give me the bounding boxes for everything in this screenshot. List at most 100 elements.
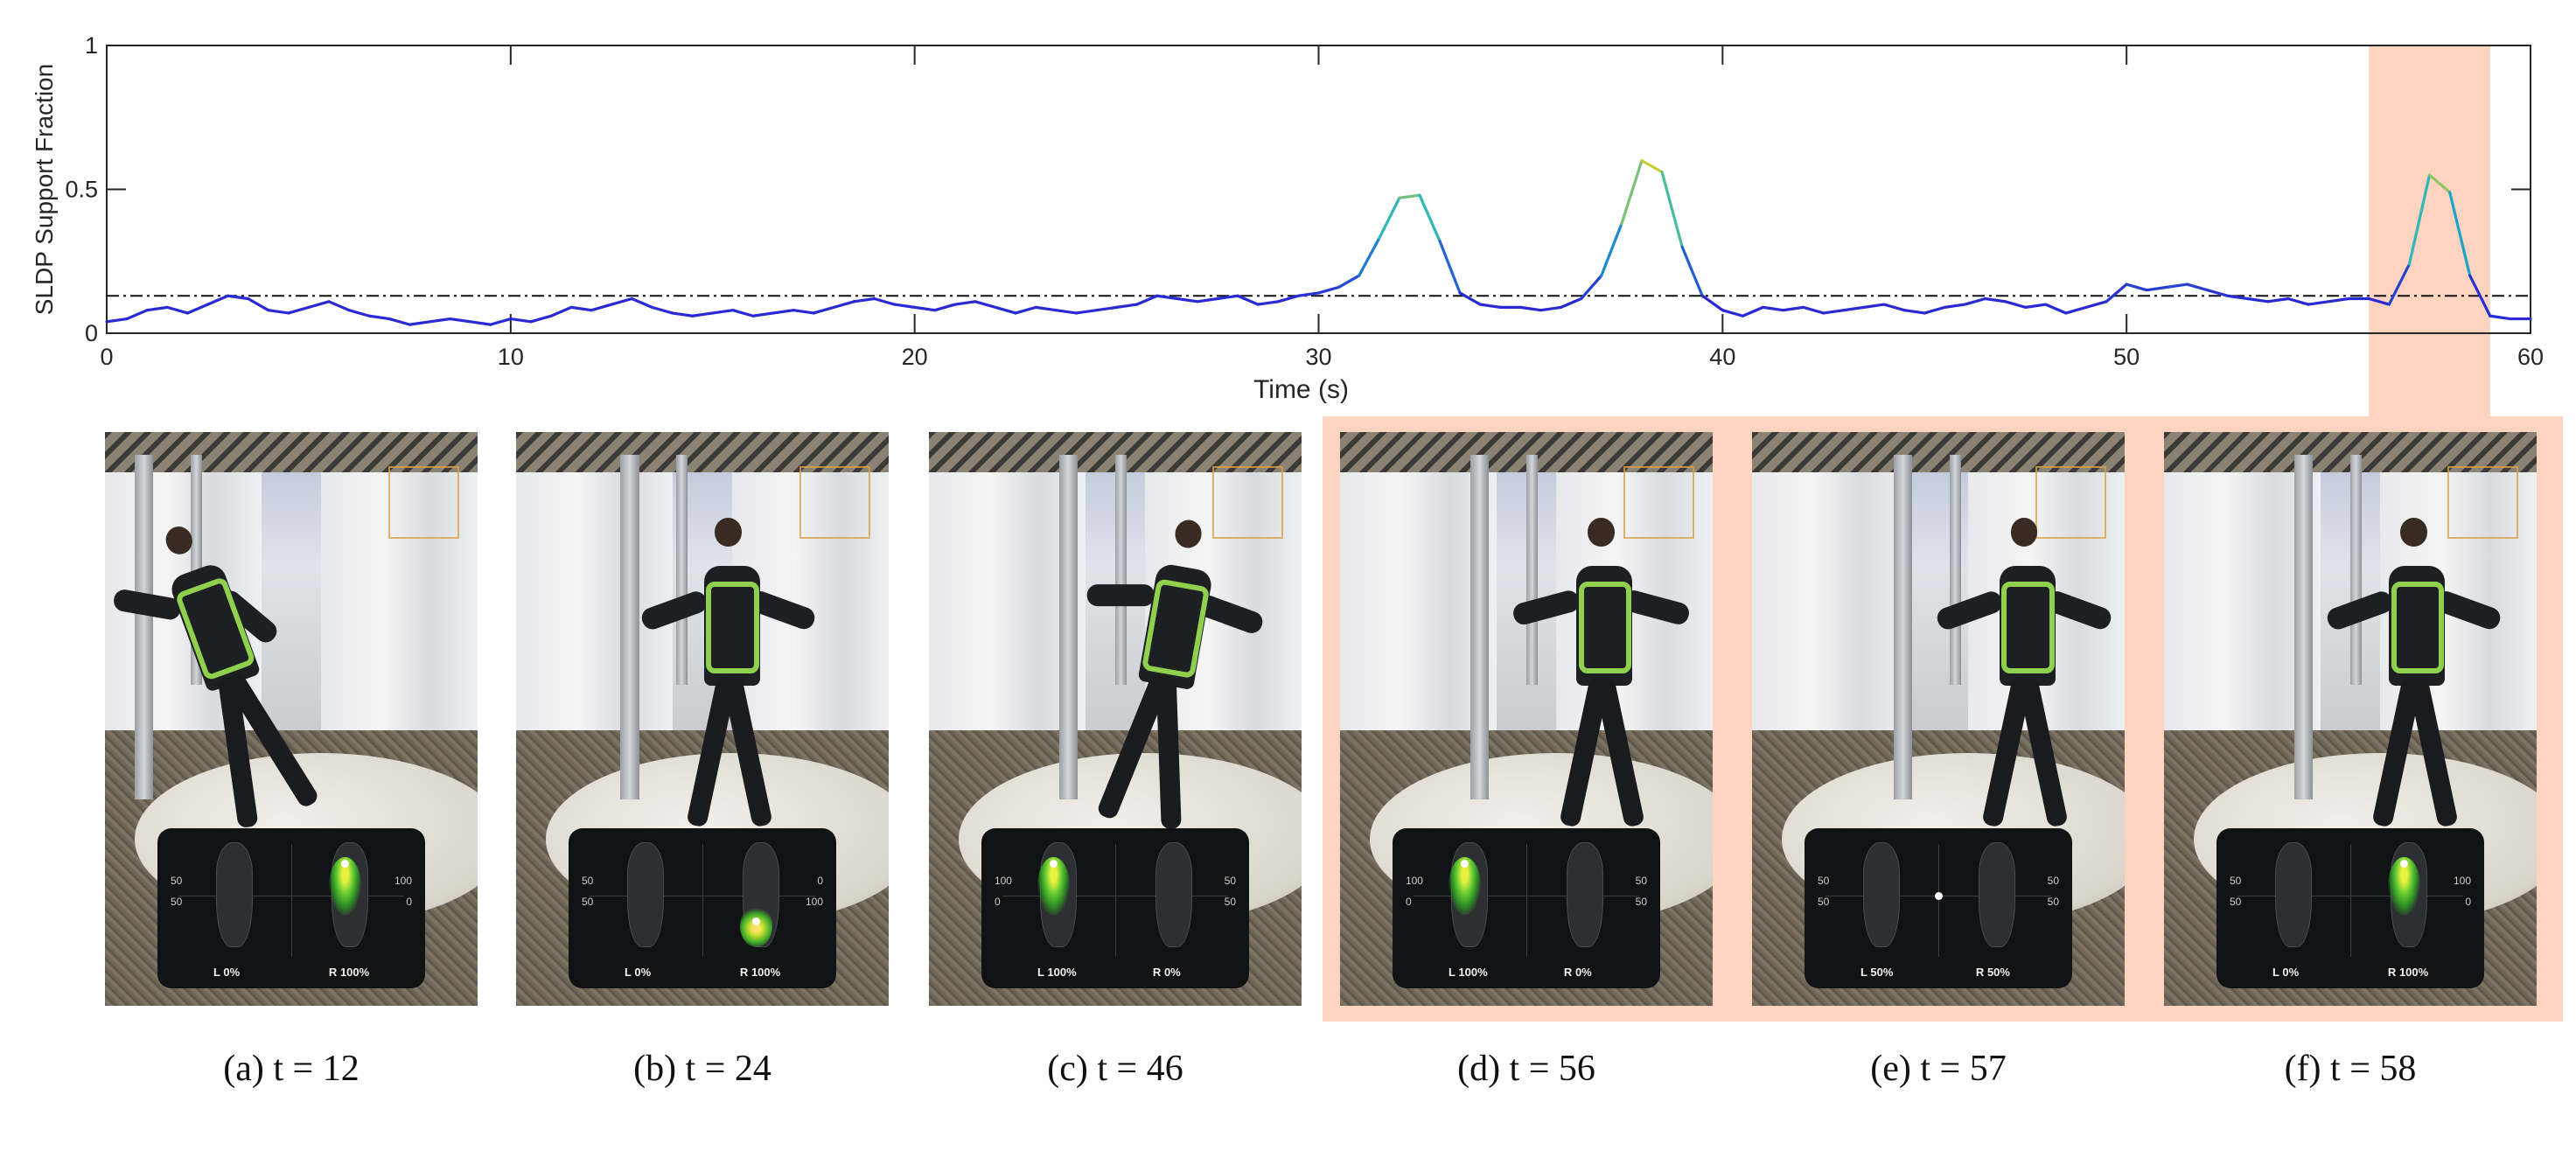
left-bottom-value: 50 bbox=[581, 895, 594, 908]
right-support-percent: R 0% bbox=[1564, 966, 1592, 979]
panel-caption: (c) t = 46 bbox=[1047, 1049, 1183, 1089]
support-frame bbox=[135, 455, 154, 799]
curtain bbox=[516, 466, 673, 731]
left-support-percent: L 0% bbox=[625, 966, 651, 979]
left-top-value: 50 bbox=[1817, 874, 1830, 887]
series-segment bbox=[913, 305, 937, 312]
left-percent-value: 0% bbox=[223, 966, 241, 980]
inset-crosshair bbox=[2349, 843, 2351, 957]
right-foot-label: R bbox=[328, 966, 338, 980]
left-bottom-value: 0 bbox=[1405, 895, 1412, 908]
support-frame bbox=[2294, 455, 2314, 799]
series-segment bbox=[206, 294, 230, 306]
series-segment bbox=[1700, 294, 1724, 312]
harness bbox=[174, 576, 256, 682]
pressure-inset: 50 50 100 0 L 0% R 100% bbox=[2216, 827, 2485, 989]
center-of-pressure-dot bbox=[1934, 891, 1943, 900]
pressure-inset: 50 50 100 0 L 0% R 100% bbox=[157, 827, 426, 989]
right-foot-label: R bbox=[1563, 966, 1573, 980]
series-segment bbox=[1316, 285, 1341, 295]
series-segment bbox=[2024, 303, 2048, 309]
series-segment bbox=[489, 317, 513, 326]
series-segment bbox=[2266, 296, 2290, 303]
series-segment bbox=[2246, 296, 2270, 303]
series-segment bbox=[751, 311, 775, 317]
photo-panel: 100 0 50 50 L 100% R 0% bbox=[929, 432, 1302, 1006]
support-frame bbox=[620, 455, 639, 799]
left-percent-value: 100% bbox=[1458, 966, 1488, 980]
series-segment bbox=[812, 305, 835, 315]
series-segment bbox=[1640, 159, 1664, 174]
panel-caption: (a) t = 12 bbox=[223, 1049, 360, 1089]
left-foot-label: L bbox=[1037, 966, 1044, 980]
subject-leg bbox=[1156, 677, 1183, 830]
series-segment bbox=[2327, 296, 2350, 303]
right-top-value: 50 bbox=[1635, 874, 1648, 887]
inset-crosshair bbox=[1525, 843, 1527, 957]
left-percent-value: 100% bbox=[1047, 966, 1077, 980]
right-bottom-value: 0 bbox=[406, 895, 413, 908]
series-segment bbox=[1398, 193, 1421, 199]
series-segment bbox=[1296, 291, 1321, 297]
left-support-percent: L 50% bbox=[1860, 966, 1893, 979]
ceiling-truss bbox=[105, 432, 478, 472]
right-bottom-value: 50 bbox=[1224, 895, 1237, 908]
subject-leg bbox=[1594, 675, 1646, 828]
curtain bbox=[1340, 466, 1497, 731]
support-frame bbox=[1115, 455, 1127, 685]
series-segment bbox=[2084, 300, 2108, 309]
series-segment bbox=[1761, 305, 1785, 312]
series-segment bbox=[1782, 305, 1805, 312]
series-segment bbox=[630, 296, 654, 309]
series-segment bbox=[1842, 305, 1866, 312]
series-segment bbox=[1983, 296, 2007, 303]
pressure-inset: 100 0 50 50 L 100% R 0% bbox=[1392, 827, 1661, 989]
pressure-inset: 100 0 50 50 L 100% R 0% bbox=[981, 827, 1250, 989]
subject bbox=[1511, 518, 1692, 834]
series-segment bbox=[731, 309, 755, 317]
marker-box bbox=[2447, 466, 2518, 540]
series-segment bbox=[529, 314, 553, 324]
marker-box bbox=[388, 466, 459, 540]
left-support-percent: L 0% bbox=[2272, 966, 2299, 979]
series-segment bbox=[2307, 300, 2330, 306]
left-percent-value: 0% bbox=[2282, 966, 2300, 980]
series-segment bbox=[1034, 305, 1058, 312]
lab-scene: 50 50 50 50 L 50% R 50% bbox=[1752, 432, 2125, 1006]
series-segment bbox=[994, 305, 1017, 315]
support-frame bbox=[676, 455, 688, 685]
lab-scene: 100 0 50 50 L 100% R 0% bbox=[929, 432, 1302, 1006]
series-segment bbox=[2145, 285, 2168, 292]
series-segment bbox=[1741, 305, 1765, 317]
support-frame bbox=[1526, 455, 1538, 685]
series-segment bbox=[2185, 283, 2209, 292]
center-of-pressure-dot bbox=[1461, 860, 1470, 868]
series-segment bbox=[408, 320, 432, 326]
right-foot-outline bbox=[1155, 842, 1192, 947]
right-foot-label: R bbox=[1152, 966, 1162, 980]
photo-panel: 100 0 50 50 L 100% R 0% bbox=[1340, 432, 1713, 1006]
left-top-value: 50 bbox=[2229, 874, 2242, 887]
right-foot-outline bbox=[1978, 842, 2015, 947]
series-segment bbox=[307, 300, 331, 309]
subject-arm bbox=[1087, 584, 1155, 607]
series-segment bbox=[2125, 283, 2148, 292]
x-tick-label: 0 bbox=[100, 344, 113, 370]
center-of-pressure-dot bbox=[1050, 860, 1058, 868]
left-foot-outline bbox=[627, 842, 664, 947]
series-segment bbox=[1559, 296, 1583, 309]
series-segment bbox=[125, 309, 149, 321]
series-segment bbox=[1216, 294, 1239, 301]
series-segment bbox=[892, 303, 917, 309]
left-percent-value: 50% bbox=[1870, 966, 1894, 980]
right-foot-label: R bbox=[739, 966, 749, 980]
photo-panel: 50 50 50 50 L 50% R 50% bbox=[1752, 432, 2125, 1006]
series-segment bbox=[2286, 296, 2310, 306]
series-segment bbox=[2205, 289, 2230, 297]
left-foot-label: L bbox=[1860, 966, 1867, 980]
right-foot-outline bbox=[1566, 842, 1603, 947]
panel-caption: (e) t = 57 bbox=[1870, 1049, 2007, 1089]
right-bottom-value: 50 bbox=[2047, 895, 2060, 908]
left-foot-outline bbox=[216, 842, 253, 947]
photo-panel: 50 50 100 0 L 0% R 100% bbox=[105, 432, 478, 1006]
